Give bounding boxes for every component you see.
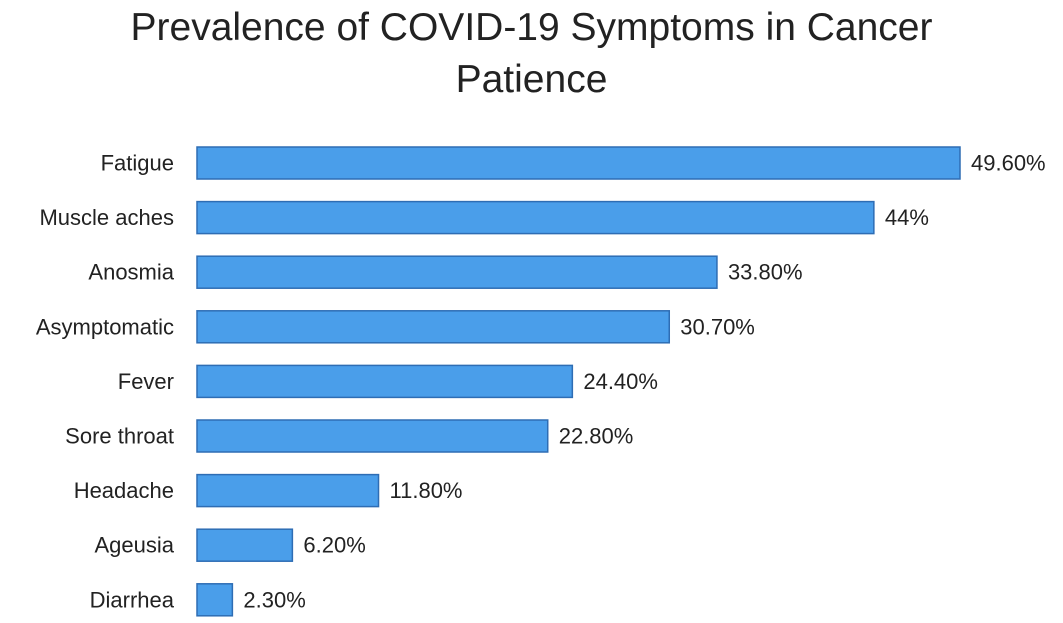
- category-label: Fever: [118, 369, 174, 394]
- bar: [196, 146, 961, 180]
- bar: [196, 255, 718, 289]
- value-label: 30.70%: [680, 314, 755, 339]
- value-label: 6.20%: [303, 533, 365, 558]
- bar-row-muscle-aches: Muscle aches 44%: [39, 200, 929, 235]
- bar: [196, 364, 574, 399]
- category-label: Anosmia: [88, 260, 174, 285]
- category-label: Sore throat: [65, 424, 174, 449]
- category-label: Asymptomatic: [36, 314, 174, 339]
- bar: [196, 473, 380, 508]
- bar-row-fever: Fever 24.40%: [118, 364, 658, 399]
- bar-row-diarrhea: Diarrhea 2.30%: [90, 583, 306, 617]
- category-label: Headache: [74, 478, 174, 503]
- category-label: Muscle aches: [39, 205, 174, 230]
- value-label: 24.40%: [583, 369, 658, 394]
- bar: [196, 583, 234, 617]
- category-label: Ageusia: [94, 533, 174, 558]
- bar: [196, 419, 549, 453]
- bar-row-fatigue: Fatigue 49.60%: [101, 146, 1046, 180]
- value-label: 11.80%: [390, 478, 463, 503]
- chart-title-line-2: Patience: [455, 58, 608, 101]
- bar: [196, 528, 294, 562]
- value-label: 33.80%: [728, 260, 803, 285]
- bar: [196, 200, 875, 235]
- chart-title: Prevalence of COVID-19 Symptoms in Cance…: [0, 0, 1063, 106]
- value-label: 2.30%: [243, 587, 305, 612]
- value-label: 22.80%: [559, 424, 634, 449]
- category-label: Diarrhea: [90, 587, 175, 612]
- bars-layer: Fatigue 49.60% Muscle aches 44% Anosmia 33.80…: [36, 146, 1046, 617]
- bar-row-anosmia: Anosmia 33.80%: [88, 255, 803, 289]
- bar: [196, 310, 671, 344]
- chart-title-line-1: Prevalence of COVID-19 Symptoms in Cance…: [130, 6, 933, 49]
- bar-row-sore-throat: Sore throat 22.80%: [65, 419, 634, 453]
- bar-row-headache: Headache 11.80%: [74, 473, 463, 508]
- value-label: 49.60%: [971, 151, 1046, 176]
- category-label: Fatigue: [101, 151, 174, 176]
- bar-row-asymptomatic: Asymptomatic 30.70%: [36, 310, 755, 344]
- value-label: 44%: [885, 205, 929, 230]
- bar-row-ageusia: Ageusia 6.20%: [94, 528, 366, 562]
